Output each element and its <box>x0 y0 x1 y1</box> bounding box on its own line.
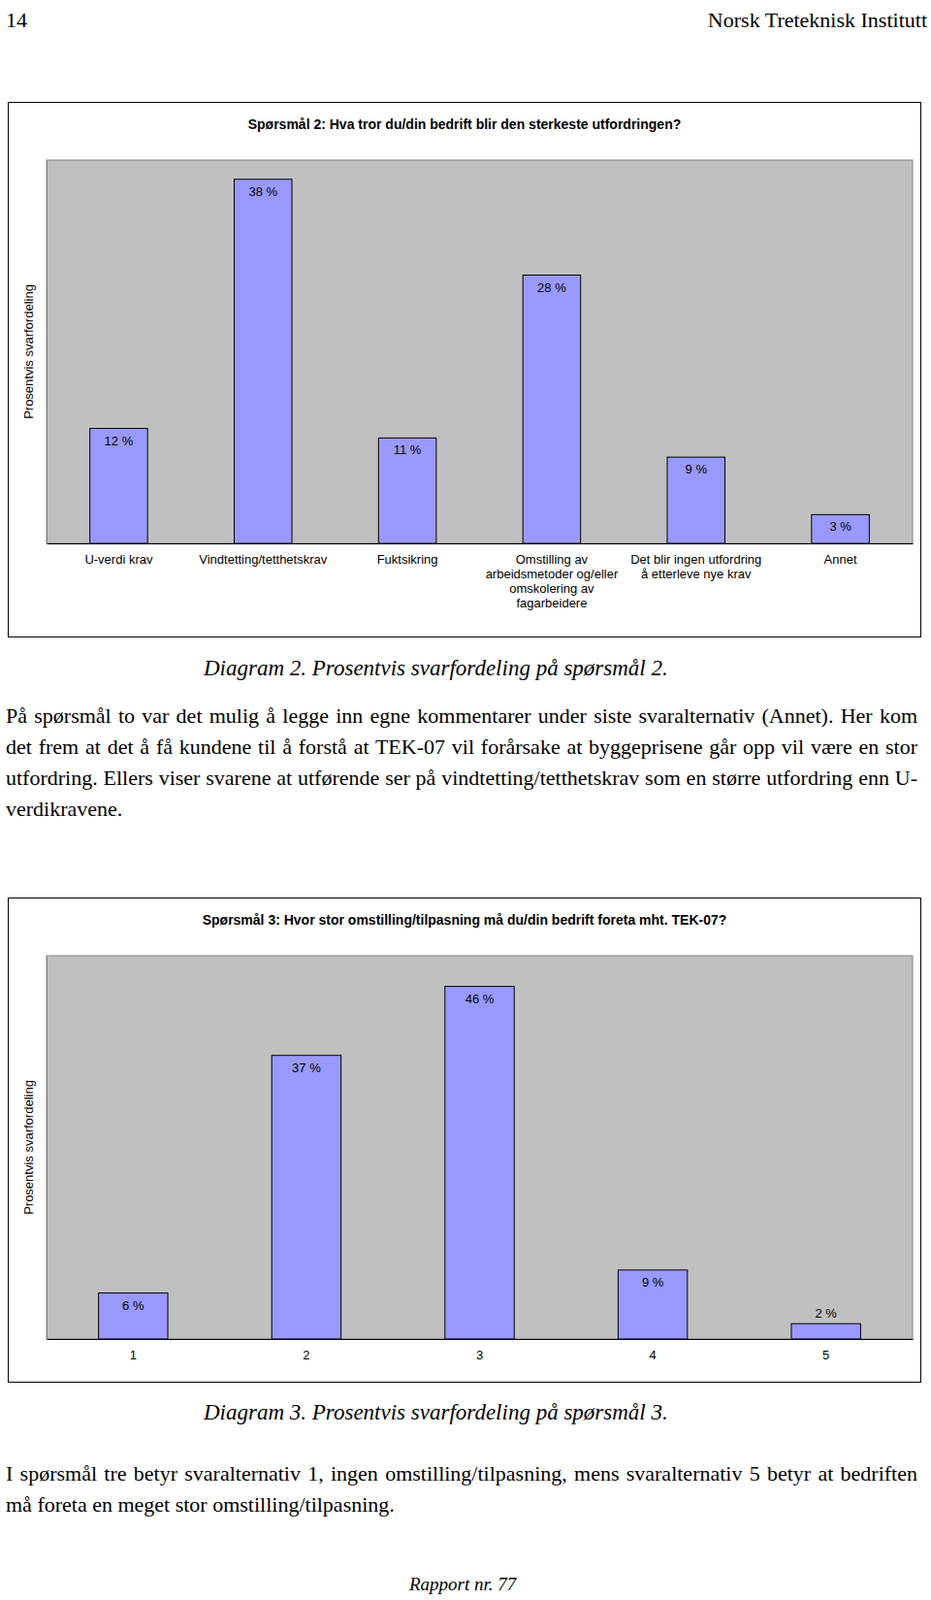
data-labels: 12 % 38 % 11 % 28 % 9 % 3 % <box>104 184 853 535</box>
x-tick: 4 <box>648 1338 656 1362</box>
chart-border <box>8 102 922 638</box>
bar <box>90 428 149 545</box>
caption: Diagram 2. Prosentvis svarfordeling på s… <box>203 655 669 681</box>
x-tick: Vindtetting/tetthetskrav <box>198 543 328 567</box>
plot-area <box>46 955 913 1339</box>
x-axis-line <box>47 1338 914 1340</box>
x-tick-label: 1 <box>129 1347 137 1362</box>
x-axis: 1 2 3 4 5 <box>47 1338 914 1362</box>
bar <box>791 1322 861 1339</box>
data-label: 12 % <box>104 433 134 449</box>
x-tick-label: Vindtetting/tetthetskrav <box>198 551 328 567</box>
x-tick: Det blir ingen utfordringå etterleve nye… <box>630 543 762 581</box>
bar <box>617 1269 687 1339</box>
y-axis-line <box>46 956 48 1340</box>
plot-area <box>46 160 913 544</box>
x-tick-label: Fuktsikring <box>377 551 439 567</box>
y-axis-title: Prosentvis svarfordeling <box>21 284 36 419</box>
bars <box>90 179 870 544</box>
paragraph: I spørsmål tre betyr svaralternativ 1, i… <box>5 1457 918 1520</box>
bars <box>98 986 862 1339</box>
data-label: 9 % <box>685 461 708 477</box>
x-tick-label: Annet <box>824 551 858 567</box>
data-label: 11 % <box>393 442 422 457</box>
y-axis-line <box>46 160 48 545</box>
x-tick-label: 2 <box>302 1347 310 1362</box>
x-tick: 3 <box>476 1338 483 1362</box>
data-label: 38 % <box>248 184 278 199</box>
x-tick-label: 4 <box>648 1347 656 1362</box>
data-label: 3 % <box>829 518 852 534</box>
x-tick: Fuktsikring <box>377 543 439 567</box>
data-label: 2 % <box>814 1305 837 1320</box>
chart-title: Spørsmål 3: Hvor stor omstilling/tilpasn… <box>202 911 728 928</box>
bar <box>522 275 581 545</box>
institute-name: Norsk Treteknisk Institutt <box>707 7 928 33</box>
x-tick-label: 5 <box>822 1347 830 1362</box>
x-tick: Omstilling avarbeidsmetoder og/elleromsk… <box>485 543 619 610</box>
y-axis <box>46 160 48 545</box>
x-tick: 1 <box>129 1338 137 1362</box>
x-tick-label: U-verdi krav <box>84 551 154 567</box>
bar <box>233 179 292 544</box>
bar <box>271 1055 341 1339</box>
y-axis-title: Prosentvis svarfordeling <box>21 1079 36 1215</box>
x-tick: Annet <box>824 543 858 567</box>
chart-border <box>8 898 922 1382</box>
data-label: 46 % <box>465 991 495 1006</box>
data-label: 37 % <box>291 1059 322 1075</box>
chart: Spørsmål 3: Hvor stor omstilling/tilpasn… <box>7 897 922 1382</box>
chart-title: Spørsmål 2: Hva tror du/din bedrift blir… <box>248 116 682 132</box>
bar <box>667 456 726 544</box>
x-tick-label: 3 <box>476 1347 483 1362</box>
footer: Rapport nr. 77 <box>409 1573 516 1595</box>
x-axis-line <box>47 543 914 545</box>
data-label: 6 % <box>122 1297 145 1313</box>
x-tick-label: Det blir ingen utfordringå etterleve nye… <box>630 551 762 581</box>
x-tick: 2 <box>302 1338 310 1362</box>
caption: Diagram 3. Prosentvis svarfordeling på s… <box>203 1399 669 1425</box>
data-labels: 6 % 37 % 46 % 9 % 2 % <box>122 991 837 1321</box>
page-number: 14 <box>5 7 28 33</box>
x-tick: U-verdi krav <box>84 543 154 567</box>
bar <box>378 437 437 544</box>
x-axis: U-verdi krav Vindtetting/tetthetskrav Fukt… <box>47 543 914 610</box>
bar <box>811 513 870 544</box>
x-tick: 5 <box>822 1338 830 1362</box>
y-axis <box>46 956 48 1340</box>
x-tick-label: Omstilling avarbeidsmetoder og/elleromsk… <box>485 551 619 610</box>
paragraph: På spørsmål to var det mulig å legge inn… <box>5 700 918 825</box>
chart: Spørsmål 2: Hva tror du/din bedrift blir… <box>7 101 922 638</box>
bar <box>98 1292 168 1339</box>
data-label: 9 % <box>642 1274 665 1289</box>
data-label: 28 % <box>537 280 567 295</box>
bar <box>445 986 514 1339</box>
